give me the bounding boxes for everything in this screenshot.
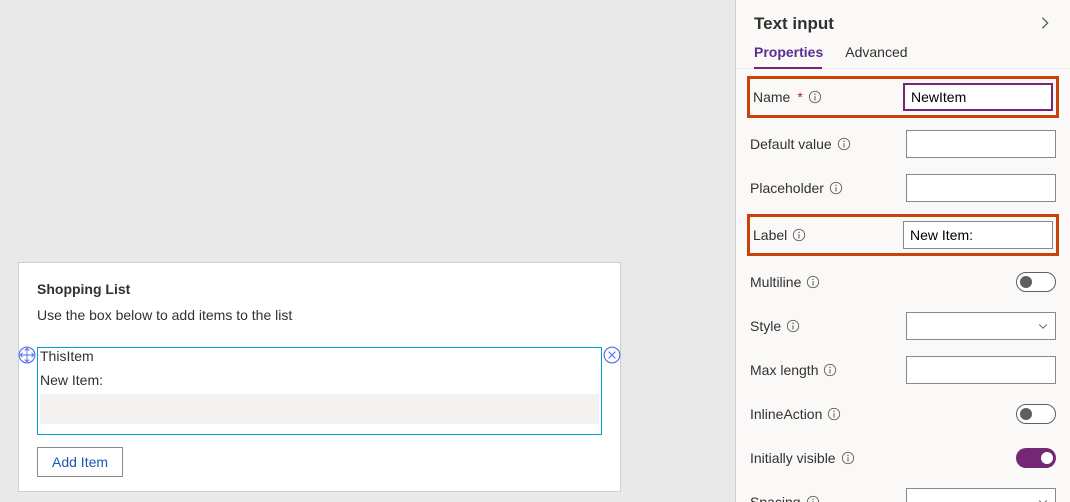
add-item-button[interactable]: Add Item	[37, 447, 123, 477]
info-icon[interactable]	[806, 275, 820, 289]
label-highlight-box: Label	[747, 214, 1059, 256]
max-length-input[interactable]	[906, 356, 1056, 384]
prop-row-initially-visible: Initially visible	[750, 443, 1056, 473]
prop-row-multiline: Multiline	[750, 267, 1056, 297]
prop-label-label: Label	[753, 227, 787, 243]
prop-label-multiline: Multiline	[750, 274, 801, 290]
prop-label-inline-action: InlineAction	[750, 406, 822, 422]
tab-advanced[interactable]: Advanced	[845, 44, 907, 68]
initially-visible-toggle[interactable]	[1016, 448, 1056, 468]
panel-tabs: Properties Advanced	[736, 44, 1070, 69]
info-icon[interactable]	[806, 495, 820, 502]
text-input-field[interactable]	[40, 394, 599, 424]
info-icon[interactable]	[837, 137, 851, 151]
prop-row-label: Label	[753, 220, 1053, 250]
card-subtitle: Use the box below to add items to the li…	[37, 307, 602, 323]
multiline-toggle[interactable]	[1016, 272, 1056, 292]
canvas-area: Shopping List Use the box below to add i…	[0, 0, 735, 502]
name-highlight-box: Name *	[747, 76, 1059, 118]
inline-action-toggle[interactable]	[1016, 404, 1056, 424]
info-icon[interactable]	[827, 407, 841, 421]
prop-label-max-length: Max length	[750, 362, 818, 378]
input-label: New Item:	[38, 368, 601, 394]
control-name-label: ThisItem	[38, 347, 94, 365]
default-value-input[interactable]	[906, 130, 1056, 158]
move-handle-icon[interactable]	[18, 346, 36, 364]
panel-title: Text input	[754, 14, 834, 34]
tab-properties[interactable]: Properties	[754, 44, 823, 68]
properties-panel: Text input Properties Advanced Name *	[735, 0, 1070, 502]
info-icon[interactable]	[841, 451, 855, 465]
chevron-right-icon[interactable]	[1038, 16, 1052, 33]
required-asterisk: *	[797, 89, 802, 105]
prop-label-style: Style	[750, 318, 781, 334]
info-icon[interactable]	[823, 363, 837, 377]
prop-label-placeholder: Placeholder	[750, 180, 824, 196]
info-icon[interactable]	[829, 181, 843, 195]
shopping-list-card: Shopping List Use the box below to add i…	[18, 262, 621, 492]
prop-row-placeholder: Placeholder	[750, 173, 1056, 203]
prop-row-spacing: Spacing	[750, 487, 1056, 502]
prop-row-style: Style	[750, 311, 1056, 341]
prop-row-inline-action: InlineAction	[750, 399, 1056, 429]
info-icon[interactable]	[786, 319, 800, 333]
info-icon[interactable]	[808, 90, 822, 104]
label-input[interactable]	[903, 221, 1053, 249]
prop-label-name: Name	[753, 89, 790, 105]
info-icon[interactable]	[792, 228, 806, 242]
prop-label-initially-visible: Initially visible	[750, 450, 836, 466]
spacing-select[interactable]	[906, 488, 1056, 502]
prop-row-default-value: Default value	[750, 129, 1056, 159]
prop-row-max-length: Max length	[750, 355, 1056, 385]
prop-label-spacing: Spacing	[750, 494, 801, 502]
name-input[interactable]	[903, 83, 1053, 111]
style-select[interactable]	[906, 312, 1056, 340]
card-title: Shopping List	[37, 281, 602, 297]
text-input-control[interactable]: ThisItem New Item:	[37, 347, 602, 435]
prop-label-default-value: Default value	[750, 136, 832, 152]
placeholder-input[interactable]	[906, 174, 1056, 202]
delete-control-icon[interactable]	[603, 346, 621, 364]
prop-row-name: Name *	[753, 82, 1053, 112]
